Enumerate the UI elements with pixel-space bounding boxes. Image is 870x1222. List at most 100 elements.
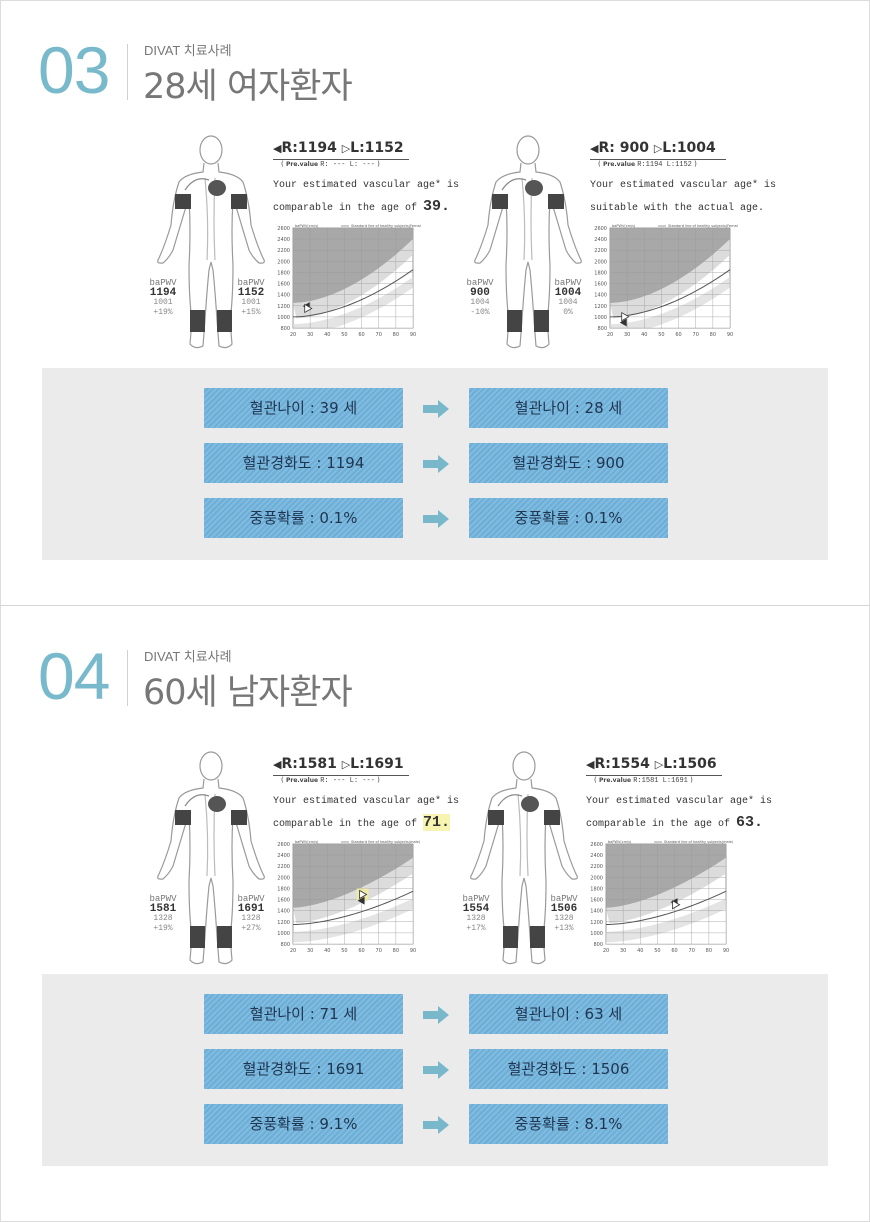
left-triangle-icon: ◀ [273, 758, 282, 771]
arrow-right-icon [421, 509, 451, 529]
x-tick-label: 90 [723, 948, 729, 954]
band-mid [293, 239, 413, 319]
arrow-right-icon [421, 1115, 451, 1135]
left-pwv: baPWV 1004 1004 0% [550, 278, 586, 318]
pwv-value: 1506 [550, 903, 578, 915]
y-tick-label: 1200 [277, 304, 290, 310]
left-value: L:1004 [662, 140, 716, 156]
x-tick-label: 50 [341, 948, 347, 954]
left-triangle-icon: ◀ [590, 142, 599, 155]
pwv-age-chart: 800 1000 1200 1400 1600 1800 2000 2200 2400 2600 2… [590, 840, 734, 954]
sentence-text: comparable in the age of [586, 819, 731, 830]
y-tick-label: 2400 [590, 853, 603, 859]
x-tick-label: 30 [620, 948, 626, 954]
pwv-percent: -10% [470, 308, 490, 317]
x-tick-label: 30 [624, 332, 630, 338]
pwv-reference: 1004 [558, 298, 578, 307]
x-tick-label: 70 [689, 948, 695, 954]
band-bottom [293, 287, 413, 328]
arrow-right-icon [421, 399, 451, 419]
y-tick-label: 2600 [594, 226, 607, 232]
x-tick-label: 20 [607, 332, 613, 338]
result-before: 혈관경화도 : 1194 [204, 443, 403, 483]
band-high [610, 228, 730, 303]
heart-icon [525, 180, 543, 196]
y-tick-label: 2600 [277, 842, 290, 848]
x-tick-label: 80 [393, 332, 399, 338]
pwv-reference: 1001 [241, 298, 261, 307]
case-title: 60세 남자환자 [143, 673, 353, 713]
right-pwv: baPWV 900 1004 -10% [462, 278, 498, 318]
body-diagram-icon [157, 135, 265, 349]
x-tick-label: 80 [710, 332, 716, 338]
x-tick-label: 50 [341, 332, 347, 338]
y-axis-label: baPWV(cm/s) [612, 224, 636, 228]
y-tick-label: 1000 [277, 315, 290, 321]
x-tick-label: 30 [307, 948, 313, 954]
band-mid [293, 857, 413, 924]
left-marker [304, 303, 313, 314]
x-tick-label: 90 [410, 332, 416, 338]
y-tick-label: 1200 [594, 304, 607, 310]
pwv-age-chart: 800 1000 1200 1400 1600 1800 2000 2200 2400 2600 2… [277, 840, 421, 954]
pwv-percent: +27% [241, 924, 261, 933]
left-value: L:1691 [350, 756, 404, 772]
band-bottom [610, 287, 730, 328]
x-tick-label: 60 [358, 948, 364, 954]
case-section: 04 DIVAT 치료사례 60세 남자환자 baPWV 1581 1328 +… [0, 605, 870, 1211]
sentence-text: comparable in the age of [273, 203, 418, 214]
pwv-label: baPWV [466, 278, 494, 288]
heart-icon [521, 796, 539, 812]
sentence-text: comparable in the age of [273, 819, 418, 830]
case-number: 03 [38, 33, 110, 107]
heart-icon [208, 796, 226, 812]
y-tick-label: 1400 [277, 293, 290, 299]
vascular-age: 39. [423, 198, 451, 215]
pwv-value: 1194 [149, 287, 177, 299]
y-tick-label: 1400 [277, 909, 290, 915]
right-pwv: baPWV 1581 1328 +19% [145, 894, 181, 934]
y-tick-label: 2000 [277, 875, 290, 881]
pwv-value: 900 [470, 287, 490, 299]
y-tick-label: 2600 [277, 226, 290, 232]
after-report: baPWV 1554 1328 +17% baPWV 1506 1328 +13… [458, 746, 772, 968]
left-marker [621, 311, 630, 322]
y-tick-label: 1600 [594, 282, 607, 288]
left-pwv: baPWV 1691 1328 +27% [233, 894, 269, 934]
vascular-age-result: comparable in the age of 39. [273, 198, 450, 215]
previous-values: ( Pre.value R: --- L: --- ) [281, 776, 380, 785]
pwv-header: ◀R:1194 ▷L:1152 [273, 140, 404, 156]
right-value: R: 900 [598, 140, 649, 156]
legend-label: Standard line of healthy subjects(Female… [668, 224, 738, 228]
sentence-text: suitable with the actual age. [590, 203, 765, 214]
y-tick-label: 1200 [590, 920, 603, 926]
pwv-header: ◀R: 900 ▷L:1004 [590, 140, 716, 156]
pwv-label: baPWV [237, 894, 265, 904]
x-tick-label: 70 [376, 332, 382, 338]
vascular-age-sentence: Your estimated vascular age* is [273, 796, 460, 807]
y-tick-label: 800 [280, 326, 290, 332]
pwv-header: ◀R:1581 ▷L:1691 [273, 756, 404, 772]
x-tick-label: 30 [307, 332, 313, 338]
case-subtitle: DIVAT 치료사례 [144, 43, 232, 58]
pwv-value: 1152 [237, 287, 265, 299]
previous-values: ( Pre.value R: --- L: --- ) [281, 160, 380, 169]
pwv-percent: +13% [554, 924, 574, 933]
header-underline [273, 775, 409, 776]
right-marker [619, 318, 627, 327]
x-tick-label: 70 [376, 948, 382, 954]
x-tick-label: 90 [727, 332, 733, 338]
pwv-age-chart: 800 1000 1200 1400 1600 1800 2000 2200 2400 2600 2… [594, 224, 738, 338]
arrow-right-icon [421, 1060, 451, 1080]
y-tick-label: 800 [593, 942, 603, 948]
pwv-percent: +17% [466, 924, 486, 933]
pwv-reference: 1328 [241, 914, 261, 923]
pwv-label: baPWV [149, 894, 177, 904]
band-mid [610, 239, 730, 319]
pwv-reference: 1328 [153, 914, 173, 923]
divider [127, 650, 128, 706]
arrow-right-icon [421, 454, 451, 474]
y-tick-label: 1800 [277, 886, 290, 892]
x-tick-label: 70 [693, 332, 699, 338]
band-high [293, 844, 413, 908]
